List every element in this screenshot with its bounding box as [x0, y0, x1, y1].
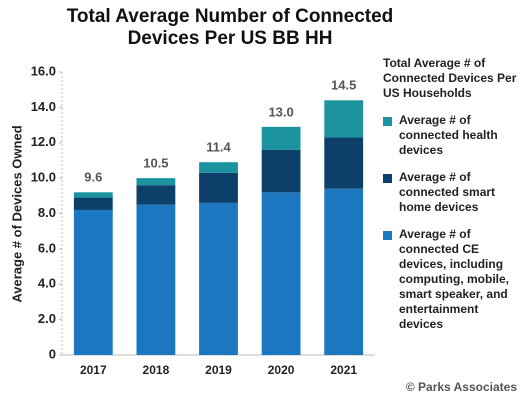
- y-tick-label: 12.0: [31, 134, 56, 149]
- y-tick-label: 14.0: [31, 99, 56, 114]
- bar-segment: [199, 202, 238, 355]
- total-label: 9.6: [84, 170, 102, 185]
- y-tick-label: 8.0: [38, 205, 56, 220]
- legend-item: Average # of connected CE devices, inclu…: [383, 227, 523, 332]
- bar-segment: [73, 197, 113, 210]
- legend-label: Average # of connected health devices: [399, 113, 498, 157]
- y-tick-label: 0: [49, 346, 56, 361]
- bar-segment: [261, 126, 301, 150]
- x-tick-label: 2017: [80, 363, 107, 377]
- bar-segment: [136, 185, 176, 205]
- bar-segment: [73, 209, 113, 355]
- bar-segment: [199, 162, 238, 173]
- legend: Total Average # of Connected Devices Per…: [383, 56, 523, 344]
- legend-title: Total Average # of Connected Devices Per…: [383, 56, 517, 100]
- y-tick-label: 16.0: [31, 63, 56, 78]
- y-axis-label: Average # of Devices Owned: [9, 125, 24, 302]
- bar-segment: [261, 149, 301, 193]
- x-tick-label: 2018: [143, 363, 170, 377]
- y-tick-label: 10.0: [31, 170, 56, 185]
- bar-segment: [199, 172, 238, 203]
- y-tick-label: 2.0: [38, 311, 56, 326]
- x-tick-label: 2020: [268, 363, 295, 377]
- legend-swatch: [383, 231, 392, 240]
- legend-swatch: [383, 117, 392, 126]
- bar-segment: [261, 192, 301, 355]
- x-tick-label: 2019: [205, 363, 232, 377]
- legend-label: Average # of connected smart home device…: [399, 170, 496, 214]
- bar-segment: [73, 192, 113, 198]
- legend-swatch: [383, 174, 392, 183]
- total-label: 11.4: [206, 140, 231, 155]
- chart-title: Total Average Number of Connected Device…: [66, 6, 394, 49]
- total-label: 10.5: [143, 156, 168, 171]
- y-tick-label: 4.0: [38, 276, 56, 291]
- source: © Parks Associates: [405, 380, 517, 394]
- legend-label: Average # of connected CE devices, inclu…: [399, 227, 509, 331]
- bar-segment: [324, 100, 364, 138]
- total-label: 14.5: [331, 78, 356, 93]
- bar-segment: [324, 188, 364, 355]
- bar-segment: [136, 204, 176, 355]
- bar-segment: [324, 137, 364, 189]
- legend-item: Average # of connected smart home device…: [383, 170, 523, 215]
- bar-segment: [136, 178, 176, 186]
- y-tick-label: 6.0: [38, 240, 56, 255]
- legend-item: Average # of connected health devices: [383, 113, 523, 158]
- x-tick-label: 2021: [330, 363, 357, 377]
- total-label: 13.0: [268, 104, 293, 119]
